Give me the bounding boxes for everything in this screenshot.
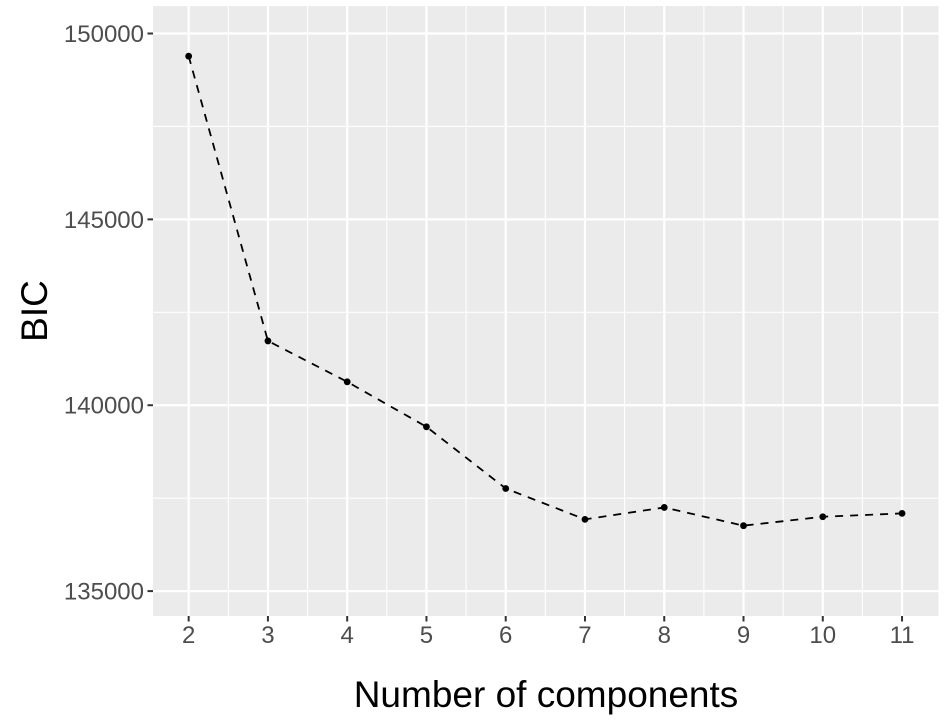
data-point <box>343 378 351 386</box>
x-tick-label: 6 <box>499 622 512 649</box>
x-tick-label: 11 <box>890 622 915 649</box>
data-point <box>185 52 193 60</box>
data-point <box>264 337 272 345</box>
x-tick-label: 5 <box>420 622 433 649</box>
y-tick-label: 145000 <box>64 207 144 234</box>
data-point <box>581 515 589 523</box>
data-point <box>898 510 906 517</box>
y-axis-title: BIC <box>14 280 55 342</box>
x-tick-label: 4 <box>341 622 354 649</box>
y-tick-label: 135000 <box>64 579 144 606</box>
data-point <box>423 423 430 431</box>
data-series-layer <box>185 52 906 530</box>
x-tick-label: 3 <box>261 622 274 649</box>
x-tick-label: 8 <box>658 622 671 649</box>
x-tick-label: 10 <box>809 622 836 649</box>
minor-gridlines <box>153 6 939 616</box>
axis-tick-labels: 135000 140000 145000 150000 2 3 4 5 6 7 8 9 10 11 <box>64 21 915 649</box>
data-point <box>660 504 668 511</box>
data-point <box>740 522 747 530</box>
x-tick-label: 2 <box>182 622 195 649</box>
x-axis-title: Number of components <box>354 674 739 715</box>
x-tick-label: 9 <box>737 622 750 649</box>
y-tick-label: 140000 <box>64 393 144 420</box>
x-tick-label: 7 <box>578 622 591 649</box>
bic-data-line <box>187 55 903 527</box>
data-point <box>502 485 510 492</box>
axis-tick-marks <box>147 32 904 622</box>
y-tick-label: 150000 <box>64 21 144 48</box>
data-point <box>819 513 827 521</box>
